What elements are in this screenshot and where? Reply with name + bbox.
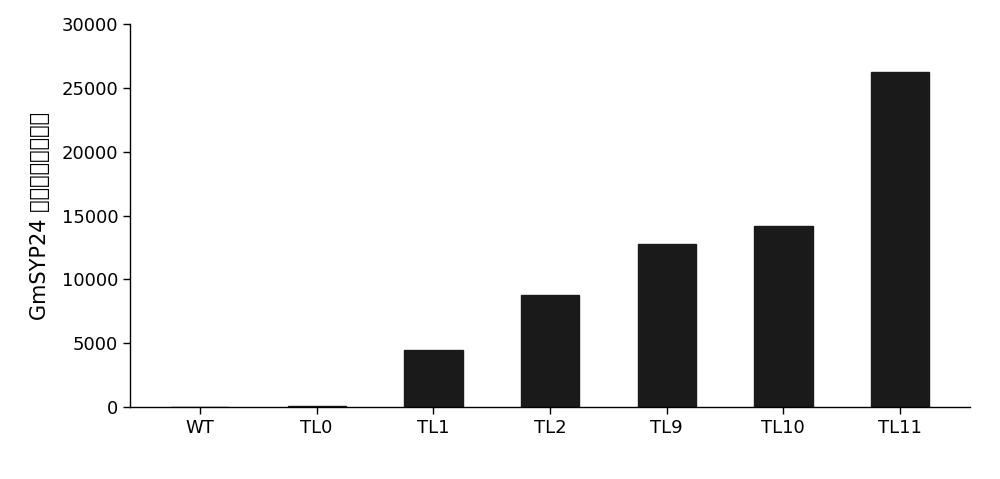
Bar [871,72,929,407]
Bar [754,226,813,407]
Bar [288,406,346,407]
Bar [521,295,579,407]
Y-axis label: GmSYP24 基因的相对表达量: GmSYP24 基因的相对表达量 [30,112,50,319]
Bar [638,244,696,407]
Bar [404,350,462,407]
